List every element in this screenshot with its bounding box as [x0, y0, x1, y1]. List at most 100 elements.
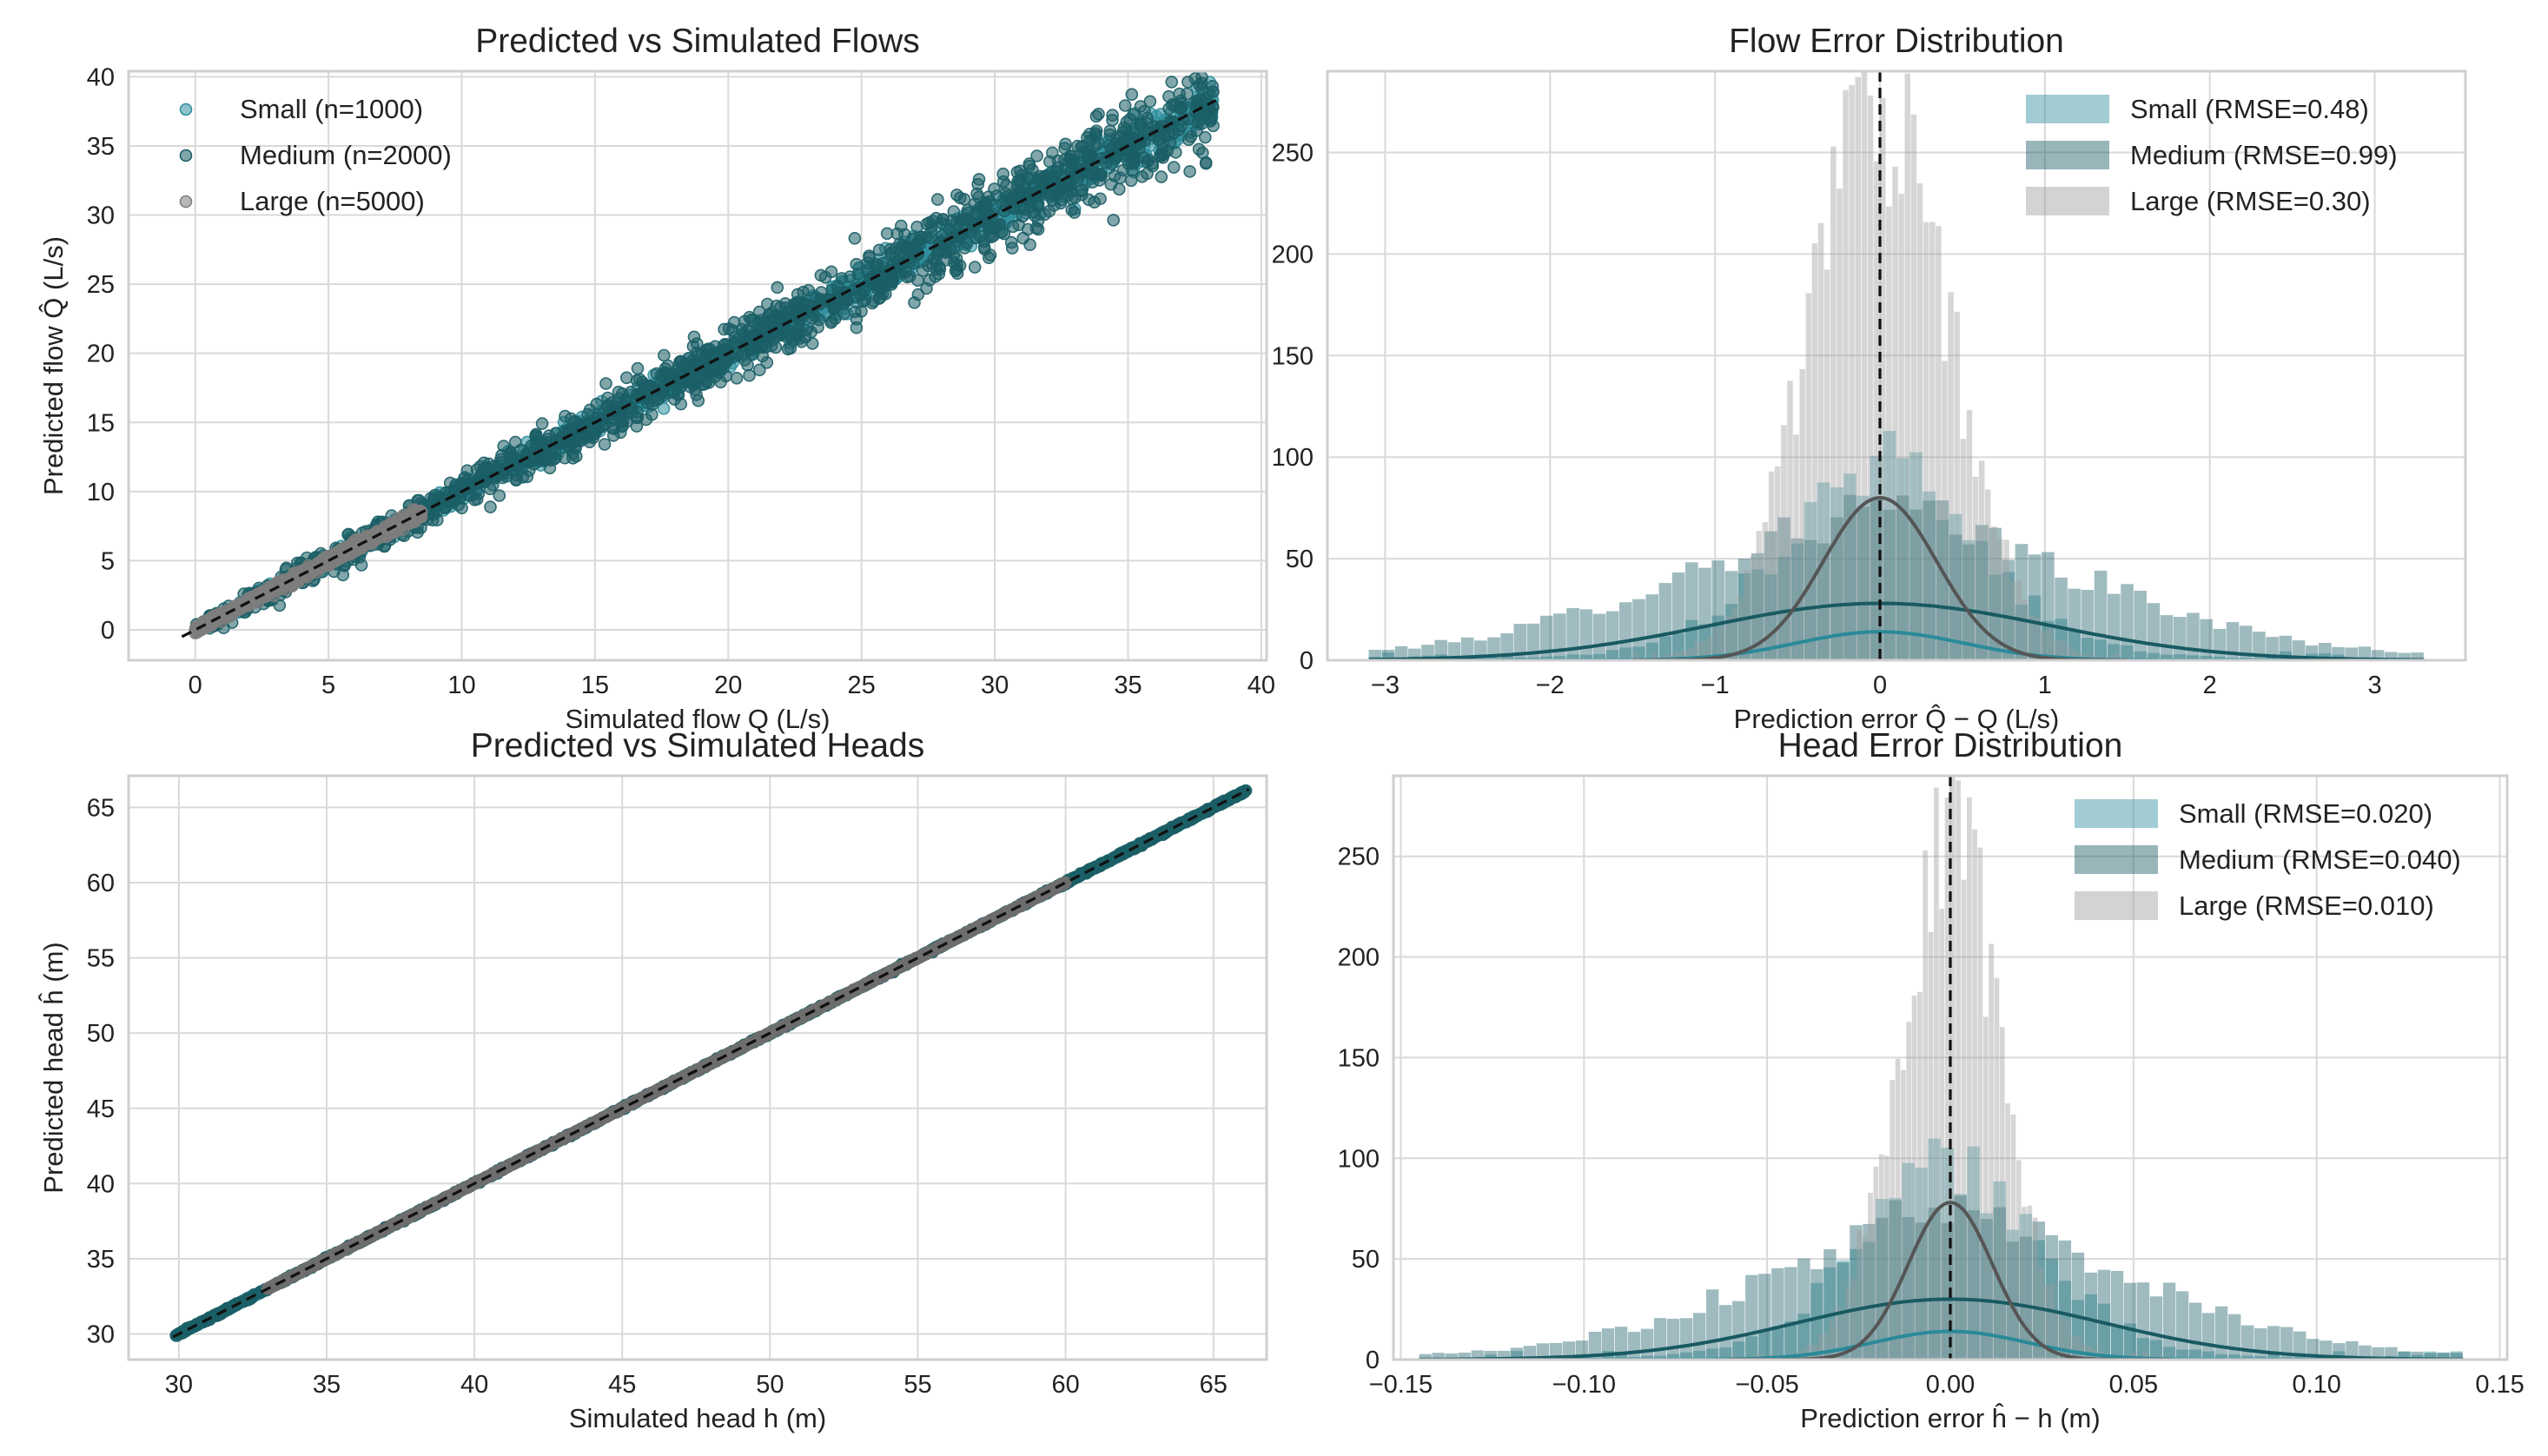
scatter-point — [566, 447, 579, 460]
scatter-point — [747, 314, 761, 327]
histogram-bar — [1811, 243, 1818, 660]
scatter-point — [1203, 115, 1217, 128]
scatter-point — [818, 270, 832, 284]
histogram-bar — [1942, 361, 1948, 660]
scatter-point — [1071, 139, 1084, 153]
scatter-point — [731, 347, 745, 361]
scatter-point — [1199, 156, 1213, 169]
scatter-point — [545, 448, 559, 462]
scatter-point — [805, 337, 819, 350]
scatter-point — [1103, 124, 1117, 137]
y-tick-label: 0 — [101, 617, 115, 645]
histogram-bar — [1632, 599, 1645, 660]
scatter-point — [1004, 235, 1018, 249]
histogram-bar — [1645, 594, 1658, 660]
legend-label: Small (RMSE=0.48) — [2130, 94, 2369, 124]
x-tick-label: −3 — [1371, 672, 1400, 699]
scatter-point — [613, 426, 627, 440]
scatter-point — [1106, 109, 1119, 122]
histogram-bar — [1605, 611, 1619, 660]
scatter-point — [1009, 188, 1023, 202]
histogram-bar — [1592, 613, 1606, 660]
scatter-point — [968, 261, 982, 274]
scatter-point — [1194, 43, 1205, 55]
scatter-point — [791, 323, 805, 337]
histogram-bar — [1849, 84, 1855, 660]
legend-label: Large (n=5000) — [240, 186, 425, 216]
histogram-bar — [1960, 439, 1967, 660]
plot-area — [181, 43, 1220, 640]
scatter-point — [598, 438, 612, 451]
histogram-bar — [1910, 114, 1917, 660]
histogram-bar — [2200, 619, 2213, 660]
x-tick-label: 20 — [714, 672, 742, 699]
scatter-point — [765, 306, 779, 320]
histogram-bar — [1861, 71, 1868, 660]
histogram-bar — [2094, 570, 2108, 660]
y-tick-label: 5 — [101, 547, 115, 575]
scatter-point — [714, 375, 727, 389]
y-tick-label: 0 — [1300, 647, 1314, 675]
scatter-point — [708, 340, 722, 354]
scatter-point — [692, 348, 705, 362]
y-tick-label: 40 — [87, 63, 115, 91]
scatter-point — [1118, 99, 1132, 112]
scatter-point — [455, 501, 468, 515]
histogram-bar — [1805, 293, 1812, 660]
histogram-bar — [2134, 591, 2147, 660]
y-tick-label: 150 — [1272, 342, 1314, 370]
scatter-point — [719, 355, 732, 369]
histogram-bar — [2147, 603, 2161, 660]
histogram-bar — [1886, 206, 1892, 660]
scatter-point — [855, 304, 868, 318]
scatter-point — [535, 417, 549, 430]
scatter-point — [1031, 222, 1045, 236]
histogram-bar — [1837, 189, 1843, 660]
legend-label: Small (n=1000) — [240, 94, 423, 124]
histogram-bar — [2174, 617, 2187, 660]
histogram-bar — [1793, 434, 1799, 660]
histogram-bar — [2022, 599, 2028, 660]
legend: Small (n=1000)Medium (n=2000)Large (n=50… — [179, 94, 452, 216]
x-tick-label: 30 — [981, 672, 1009, 699]
histogram-bar — [1671, 572, 1685, 660]
x-tick-label: 40 — [1248, 672, 1275, 699]
scatter-point — [669, 370, 683, 383]
x-tick-label: 2 — [2203, 672, 2217, 699]
x-tick-label: −1 — [1701, 672, 1730, 699]
scatter-point — [1046, 146, 1059, 160]
scatter-point — [1168, 99, 1181, 112]
scatter-point — [1155, 170, 1168, 183]
y-axis-label: Predicted flow Q̂ (L/s) — [37, 236, 69, 495]
scatter-point — [922, 259, 935, 273]
scatter-point — [1167, 161, 1181, 174]
scatter-point — [931, 193, 944, 206]
scatter-point — [1065, 203, 1078, 216]
scatter-point — [769, 341, 783, 354]
scatter-point — [1192, 142, 1206, 156]
x-tick-label: 0 — [1873, 672, 1887, 699]
scatter-point — [1124, 174, 1138, 188]
legend-marker — [179, 149, 193, 162]
scatter-point — [483, 482, 497, 496]
scatter-point — [1202, 86, 1215, 100]
scatter-point — [980, 208, 993, 222]
legend-swatch — [2026, 95, 2109, 123]
histogram-bar — [1855, 76, 1861, 660]
histogram-bar — [1923, 222, 1929, 660]
y-tick-label: 200 — [1272, 241, 1314, 268]
scatter-point — [542, 429, 556, 442]
y-tick-label: 35 — [87, 133, 115, 161]
scatter-point — [872, 243, 886, 257]
x-tick-label: −2 — [1536, 672, 1565, 699]
histogram-bar — [1936, 226, 1942, 660]
scatter-point — [1161, 129, 1175, 142]
scatter-point — [760, 355, 774, 369]
histogram-bar — [1817, 222, 1824, 660]
legend-marker — [179, 103, 193, 116]
legend-label: Medium (RMSE=0.99) — [2130, 140, 2398, 170]
scatter-point — [661, 359, 675, 373]
scatter-point — [924, 231, 937, 245]
scatter-point — [685, 375, 698, 389]
